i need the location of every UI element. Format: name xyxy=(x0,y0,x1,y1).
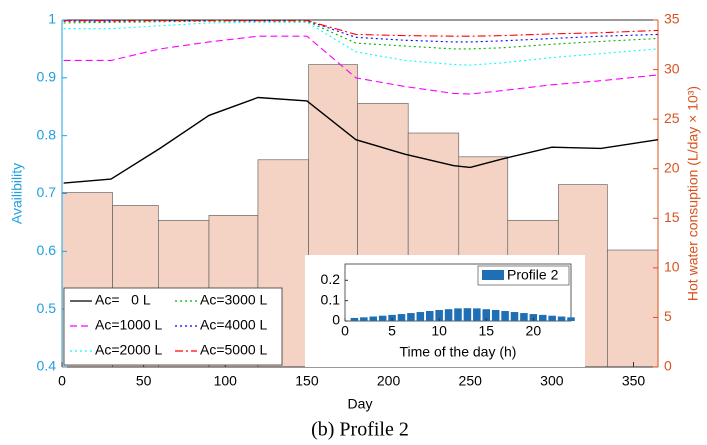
y2-tick-label: 5 xyxy=(664,308,672,324)
series-line xyxy=(63,96,659,184)
y2-tick-label: 35 xyxy=(664,11,680,27)
bar xyxy=(538,314,547,321)
series-line xyxy=(63,20,659,37)
x-tick-label: 15 xyxy=(478,323,494,339)
series-line xyxy=(63,35,659,95)
bar xyxy=(407,313,415,321)
y-tick-label: 1 xyxy=(48,11,56,27)
legend-label: Ac=5000 L xyxy=(200,342,268,358)
x-tick-label: 20 xyxy=(526,323,542,339)
legend-label: Ac=4000 L xyxy=(200,317,268,333)
x-tick-label: 200 xyxy=(377,373,401,389)
consumption-bar xyxy=(607,249,659,368)
bar xyxy=(397,314,406,321)
bar xyxy=(416,312,425,321)
y-tick-label: 0.8 xyxy=(37,126,57,142)
y-tick-label: 0 xyxy=(332,312,340,328)
x-axis-label: Day xyxy=(348,396,373,412)
bar xyxy=(510,312,519,321)
y2-tick-label: 0 xyxy=(664,358,672,374)
bar xyxy=(482,309,491,321)
x-tick-label: 10 xyxy=(431,323,447,339)
y2-tick-label: 20 xyxy=(664,159,680,175)
x-tick-label: 150 xyxy=(295,373,319,389)
series-line xyxy=(63,21,659,66)
legend-label: Ac=2000 L xyxy=(95,342,163,358)
y-tick-label: 0.7 xyxy=(37,184,57,200)
x-tick-label: 350 xyxy=(622,373,646,389)
legend-label: Profile 2 xyxy=(507,267,559,283)
x-tick-label: 50 xyxy=(136,373,152,389)
bar xyxy=(454,308,462,321)
x-tick-label: 250 xyxy=(459,373,483,389)
y-tick-label: 0.9 xyxy=(37,69,57,85)
x-tick-label: 300 xyxy=(540,373,564,389)
bar xyxy=(360,317,368,321)
bar xyxy=(388,314,396,321)
chart-title: (b) Profile 2 xyxy=(311,419,409,441)
x-tick-label: 0 xyxy=(341,323,349,339)
series-line xyxy=(63,20,659,43)
x-tick-label: 100 xyxy=(214,373,238,389)
bar xyxy=(491,310,500,321)
legend-swatch xyxy=(482,270,504,280)
bar xyxy=(548,315,556,321)
x-axis-label: Time of the day (h) xyxy=(400,344,517,360)
bar xyxy=(435,310,443,321)
y2-tick-label: 25 xyxy=(664,110,680,126)
bar xyxy=(369,316,378,321)
y-axis-label: Availibility xyxy=(9,163,25,224)
bar xyxy=(444,309,453,321)
y-tick-label: 0.4 xyxy=(37,358,57,374)
y2-tick-label: 15 xyxy=(664,209,680,225)
x-tick-label: 5 xyxy=(388,323,396,339)
y2-axis-label: Hot water consuption (L/day × 10³) xyxy=(685,86,701,301)
y2-tick-label: 30 xyxy=(664,60,680,76)
bar xyxy=(425,311,434,321)
legend-box xyxy=(63,287,283,366)
legend-label: Ac=3000 L xyxy=(200,292,268,308)
bar xyxy=(350,317,359,321)
bar xyxy=(520,313,528,321)
legend-label: Ac=1000 L xyxy=(95,317,163,333)
bar xyxy=(529,314,538,321)
y-tick-label: 0.6 xyxy=(37,242,57,258)
y-tick-label: 0.5 xyxy=(37,300,57,316)
y-tick-label: 0.1 xyxy=(321,291,341,307)
series-line xyxy=(63,20,659,50)
bar xyxy=(557,316,566,321)
bar xyxy=(473,308,481,321)
bar xyxy=(463,308,472,321)
bar xyxy=(567,317,575,321)
y2-tick-label: 10 xyxy=(664,259,680,275)
bar xyxy=(501,311,509,321)
y-tick-label: 0.2 xyxy=(321,271,341,287)
legend-label: Ac= 0 L xyxy=(95,292,151,308)
x-tick-label: 0 xyxy=(58,373,66,389)
bar xyxy=(378,315,387,321)
